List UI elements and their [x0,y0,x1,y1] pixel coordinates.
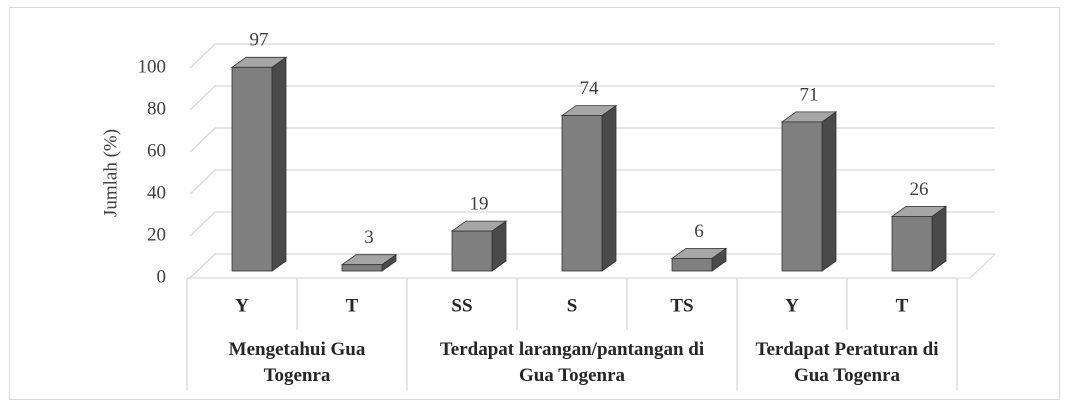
x-tick-label: TS [670,295,693,316]
grid-line [189,253,995,279]
bar [450,220,508,272]
bar-side [821,111,837,272]
bar-front [561,115,603,272]
chart-frame [9,7,1060,400]
bar-front [781,121,823,272]
bar [560,104,618,272]
data-label: 26 [910,179,929,200]
x-tick-label: S [567,295,578,316]
data-label: 6 [694,221,704,242]
data-label: 71 [800,84,819,105]
y-axis-label: Jumlah (%) [100,129,121,217]
y-tick-label: 100 [138,56,167,77]
bar [670,247,728,272]
bar-front [671,257,713,272]
bar [890,205,948,272]
bar-front [231,66,273,272]
bar-front [451,230,493,272]
x-tick-label: T [896,295,909,316]
grid-line [189,169,995,195]
x-tick-label: T [346,295,359,316]
group-label: Mengetahui Gua Togenra [228,339,366,386]
bar-side [601,104,617,272]
y-tick-label: 40 [147,182,166,203]
bar-side [271,56,287,272]
data-label: 74 [580,78,600,99]
group-label-box: Mengetahui Gua Togenra [228,339,366,386]
data-label: 19 [470,193,489,214]
group-label: Terdapat Peraturan di Gua Togenra [755,339,939,386]
bar [780,111,838,272]
grid-line [189,211,995,237]
bar-side [931,205,947,272]
bar-front [341,264,383,272]
x-tick-label: Y [785,295,799,316]
data-label: 97 [250,30,269,51]
group-label-box: Terdapat Peraturan di Gua Togenra [755,339,939,386]
bar [340,253,398,272]
x-tick-label: SS [451,295,472,316]
y-tick-label: 20 [147,224,166,245]
y-tick-label: 60 [147,140,166,161]
group-label-box: Terdapat larangan/pantangan di Gua Togen… [439,339,705,386]
x-tick-label: Y [235,295,249,316]
y-tick-label: 0 [157,266,167,287]
grid-line [189,85,995,111]
group-label: Terdapat larangan/pantangan di Gua Togen… [439,339,705,386]
data-label: 3 [364,227,374,248]
bar-front [891,215,933,272]
grid-line [189,43,995,69]
grid-line [189,127,995,153]
y-tick-label: 80 [147,98,166,119]
bar [230,56,288,272]
